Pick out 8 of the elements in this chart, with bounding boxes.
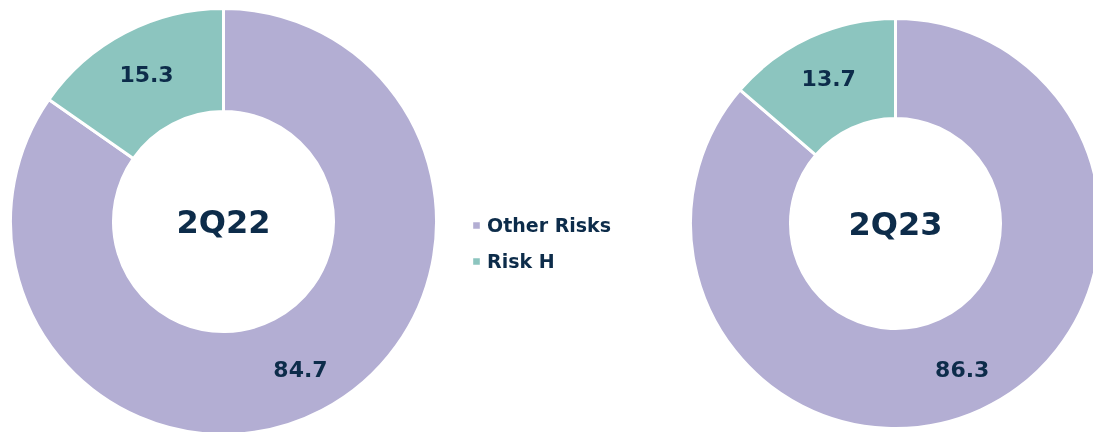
data-label: 13.7 bbox=[801, 66, 856, 92]
data-label: 86.3 bbox=[935, 356, 990, 382]
legend-label: Other Risks bbox=[487, 214, 612, 236]
data-label: 84.7 bbox=[273, 357, 328, 383]
legend-label: Risk H bbox=[487, 250, 555, 272]
text: 2Q22 bbox=[176, 202, 271, 241]
text: 2Q23 bbox=[848, 204, 943, 243]
data-label: 15.3 bbox=[119, 61, 174, 87]
